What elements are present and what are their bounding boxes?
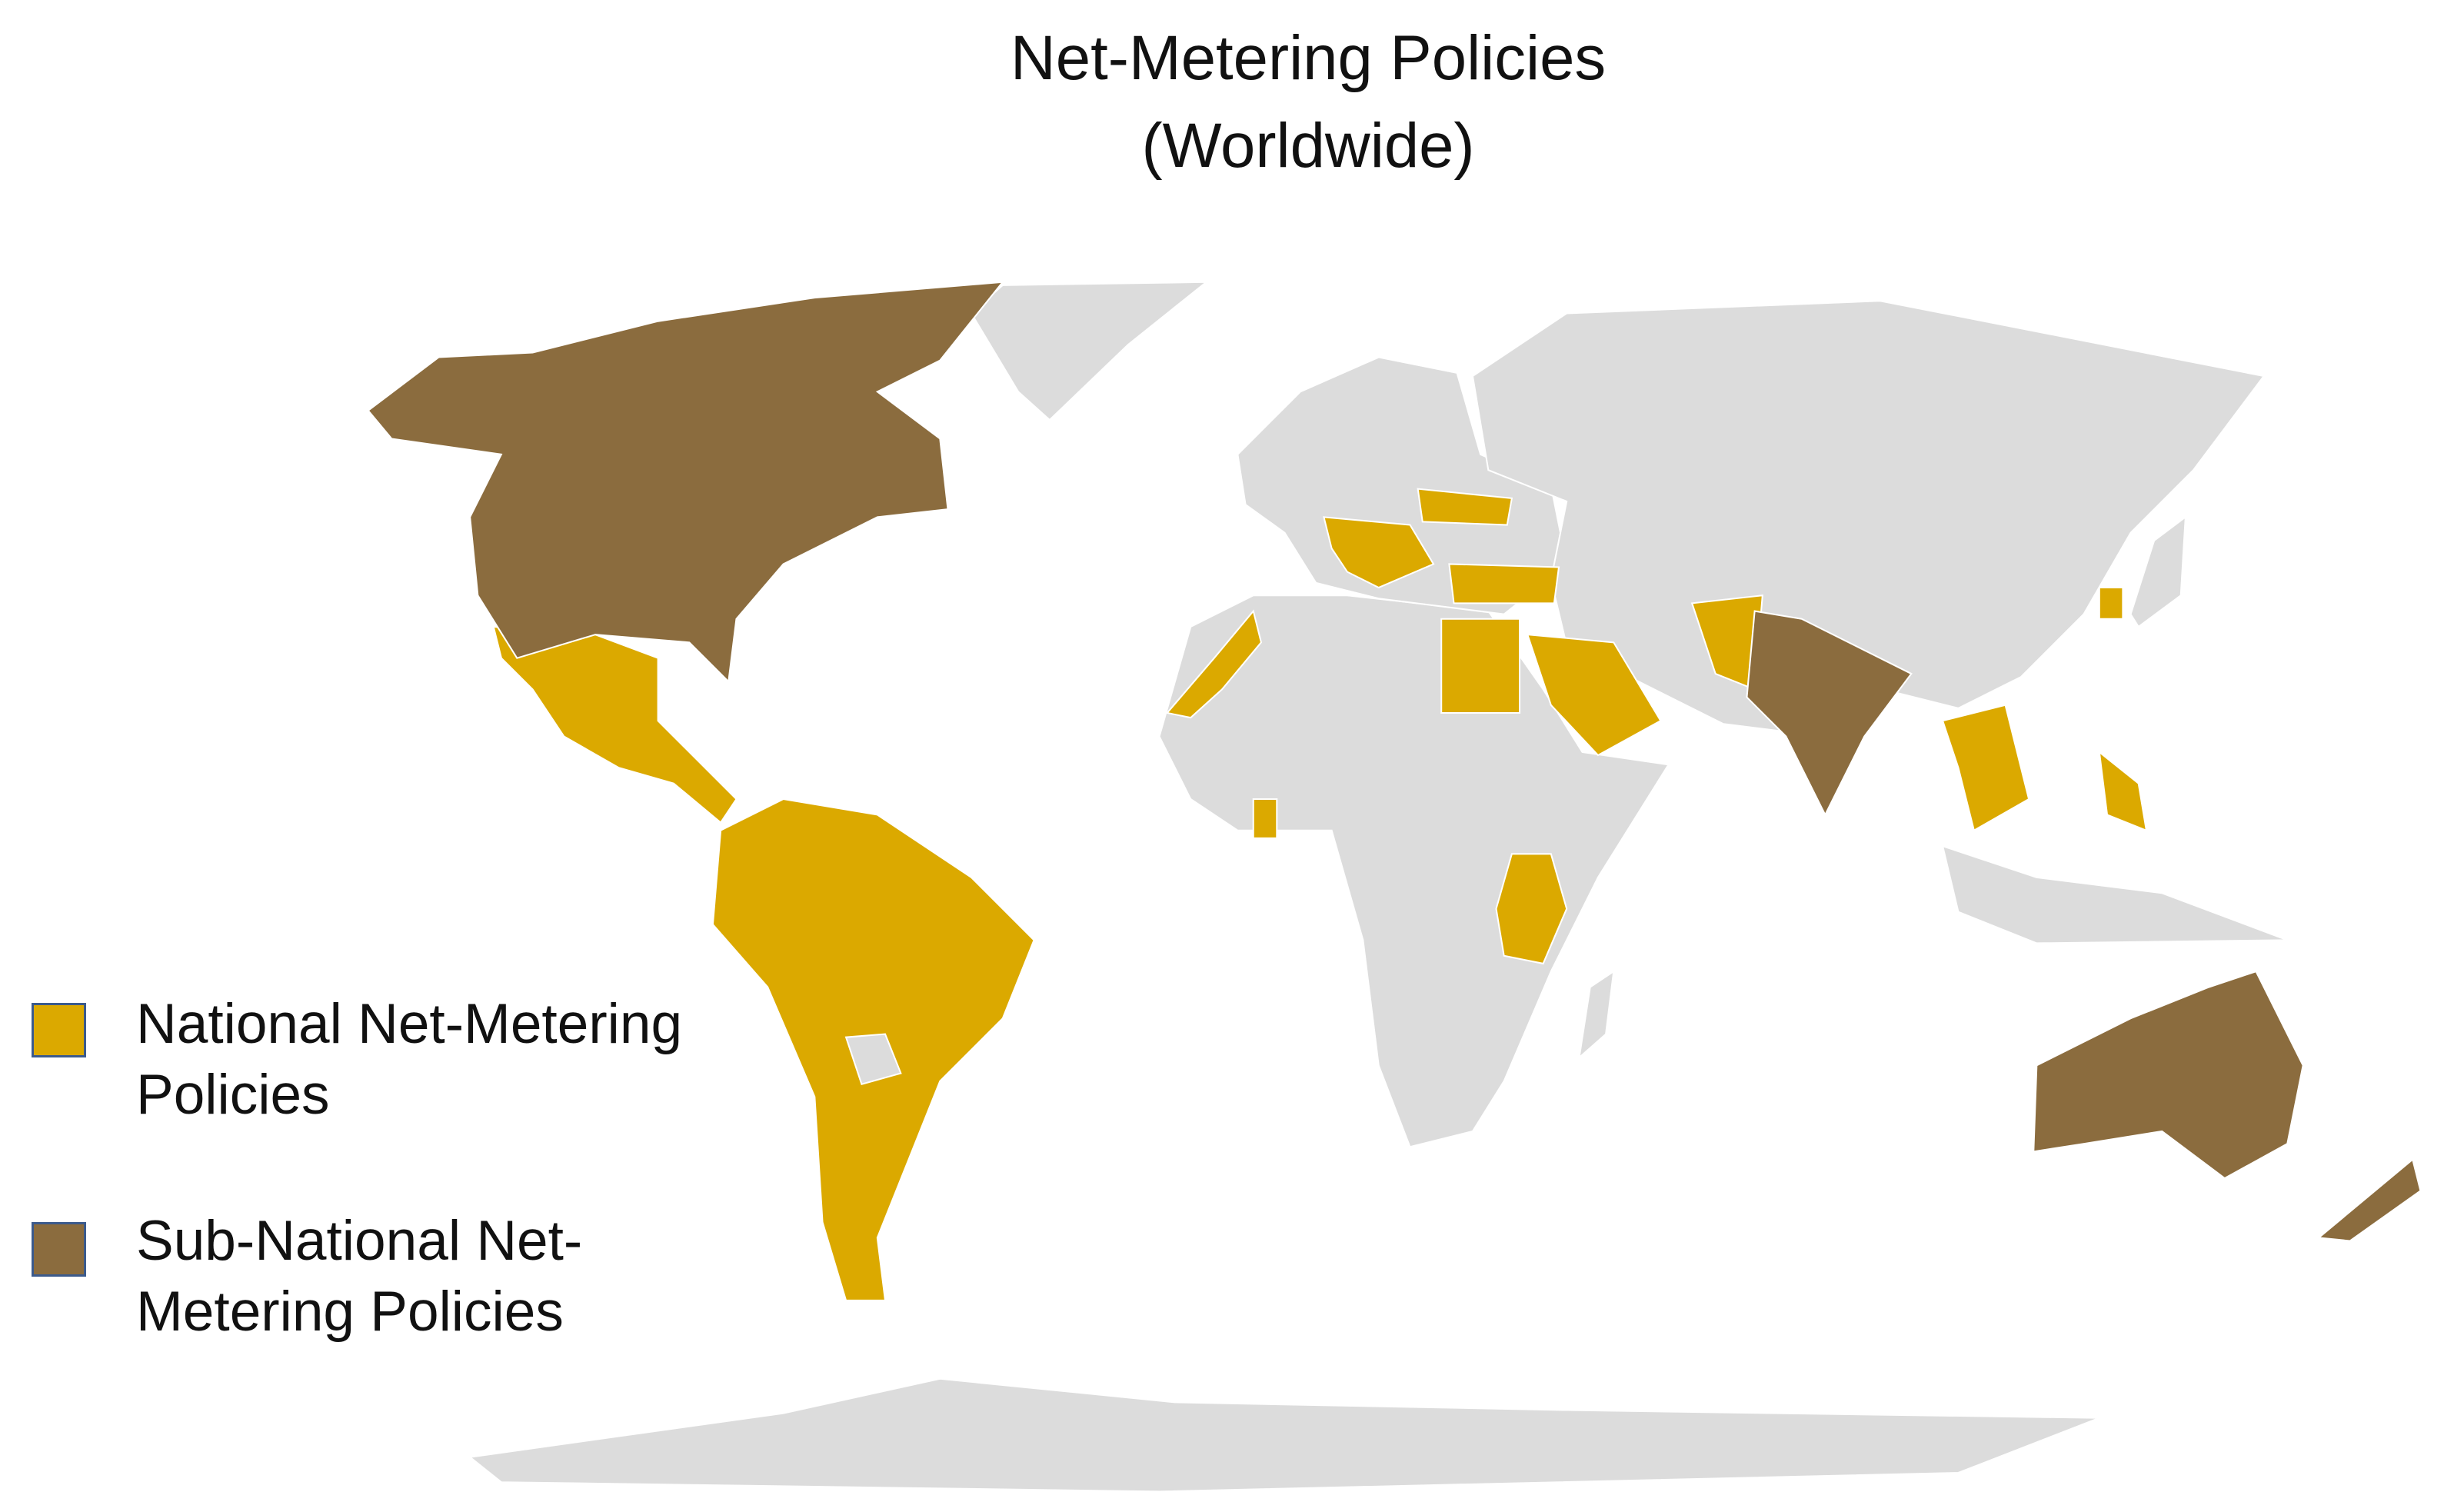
map-title: Net-Metering Policies <box>1011 23 1606 93</box>
turkey <box>1448 563 1560 604</box>
ghana <box>1252 798 1278 839</box>
land <box>367 281 2422 1493</box>
korea <box>2098 586 2124 620</box>
mexico-central-america <box>492 625 738 824</box>
antarctica <box>468 1377 2100 1493</box>
legend-swatch <box>32 1222 86 1277</box>
japan <box>2129 515 2187 628</box>
morocco <box>1165 609 1263 719</box>
legend-swatch <box>32 1003 86 1057</box>
india <box>1746 610 1913 817</box>
italy-balkans <box>1323 516 1435 589</box>
map-subtitle: (Worldwide) <box>1141 111 1474 181</box>
africa <box>1158 594 1670 1148</box>
north-america <box>367 281 1005 684</box>
ukraine <box>1417 488 1513 526</box>
greenland <box>970 281 1209 421</box>
legend-label: National Net-Metering Policies <box>136 993 683 1126</box>
saudi-arabia <box>1526 633 1662 757</box>
legend-label: Sub-National Net-Metering Policies <box>136 1210 583 1343</box>
new-zealand <box>2316 1157 2422 1242</box>
indonesia <box>1941 844 2288 944</box>
southeast-asia <box>1941 704 2030 832</box>
australia <box>2033 970 2304 1180</box>
kenya-tanzania <box>1495 853 1568 965</box>
egypt <box>1440 618 1521 714</box>
philippines <box>2098 750 2148 832</box>
bolivia-paraguay <box>844 1033 902 1086</box>
madagascar <box>1578 970 1615 1060</box>
